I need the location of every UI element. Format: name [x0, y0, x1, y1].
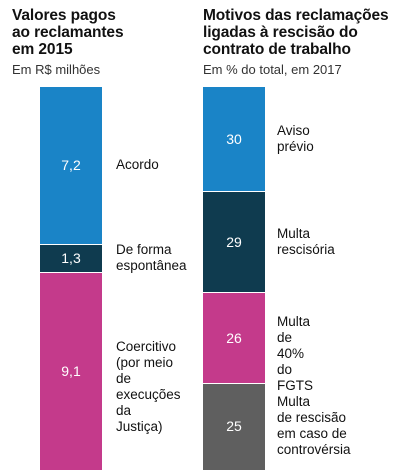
right-value-label: 26: [226, 329, 242, 346]
left-bar-segment: [40, 271, 102, 470]
left-category-label: Acordo: [116, 157, 159, 173]
right-value-label: 30: [226, 131, 242, 148]
right-category-label: Multa de 40% do FGTS: [277, 313, 313, 393]
right-bar-segment: [203, 191, 265, 293]
right-category-label: Multa rescisória: [277, 225, 335, 257]
left-value-label: 9,1: [61, 362, 81, 379]
right-segment-divider: [203, 292, 265, 294]
right-chart-subtitle: Em % do total, em 2017: [203, 62, 342, 77]
left-category-label: Coercitivo (por meio de execuções da Jus…: [116, 338, 181, 434]
right-segment-divider: [203, 191, 265, 193]
left-value-label: 7,2: [61, 157, 81, 174]
left-value-label: 1,3: [61, 249, 81, 266]
left-stacked-bar: 7,2 Acordo 1,3 De forma espontânea 9,1 Coerci…: [40, 87, 187, 470]
right-category-label: Multa de rescisão em caso de controvérsi…: [277, 394, 351, 458]
left-chart-title: Valores pagos ao reclamantes em 2015: [12, 7, 124, 58]
left-bar-segment: [40, 243, 102, 272]
left-category-label: De forma espontânea: [116, 241, 187, 273]
right-bar-segment: [203, 382, 265, 470]
left-bar-segment: [40, 87, 102, 244]
right-bar-segment: [203, 292, 265, 383]
left-chart-subtitle: Em R$ milhões: [12, 62, 101, 77]
right-bar-segment: [203, 87, 265, 192]
right-value-label: 29: [226, 233, 242, 250]
right-segment-divider: [203, 382, 265, 384]
right-category-label: Aviso prévio: [277, 123, 314, 155]
left-segment-divider: [40, 271, 102, 273]
right-value-label: 25: [226, 418, 242, 435]
left-segment-divider: [40, 243, 102, 245]
right-stacked-bar: 30 Aviso prévio 29 Multa rescisória 26 Multa …: [203, 87, 351, 470]
right-chart-title: Motivos das reclamações ligadas à rescis…: [203, 7, 389, 58]
